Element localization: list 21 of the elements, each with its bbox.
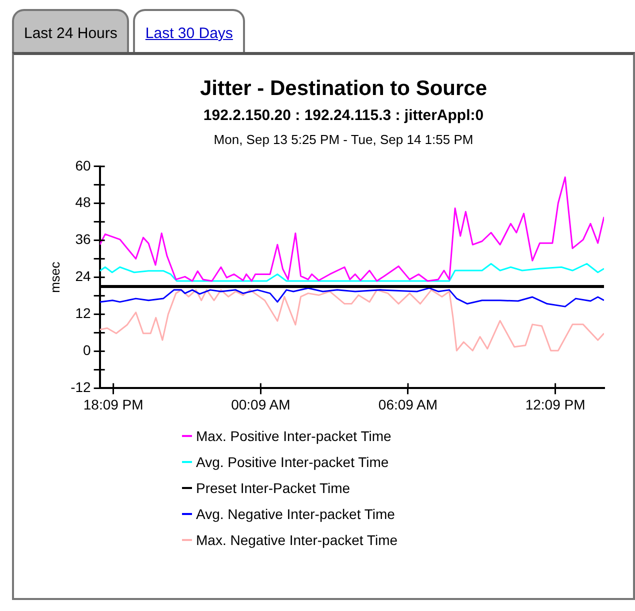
chart-subtitle: 192.2.150.20 : 192.24.115.3 : jitterAppl:0 [202,107,485,124]
y-tick-label: -12 [70,379,92,396]
y-tick-label: 12 [75,305,92,322]
text: Mon, Sep 13 5:25 PM - Tue, Sep 14 1:55 PM [212,132,474,147]
y-tick-label: 0 [83,342,92,358]
x-tick-label: 18:09 PM [83,396,144,412]
legend-label: Preset Inter-Packet Time [196,480,350,496]
x-tick-label: 00:09 AM [231,396,290,412]
legend-label: Avg. Negative Inter-packet Time [196,506,395,522]
chart-title: Jitter - Destination to Source [198,77,488,101]
legend-label: Max. Negative Inter-packet Time [196,532,398,548]
y-tick-label: 24 [75,268,92,284]
legend-label: Avg. Positive Inter-packet Time [196,454,389,470]
y-tick-label: 48 [75,194,92,210]
y-tick-label: 36 [75,231,92,248]
y-axis-title: msec [47,261,62,293]
x-tick-label: 12:09 PM [525,396,586,412]
text: Last 30 Days [133,9,245,52]
y-tick-label: 60 [75,157,92,174]
x-tick-label: 06:09 AM [378,396,438,412]
legend-label: Max. Positive Inter-packet Time [196,428,392,444]
